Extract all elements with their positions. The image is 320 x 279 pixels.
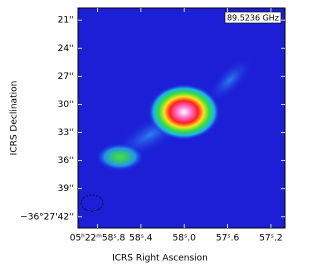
y-tick-label: 27''	[58, 72, 74, 82]
y-tick-label: 33''	[58, 128, 74, 138]
y-tick-label: 21''	[58, 16, 74, 26]
x-tick-label: 58ˢ.4	[129, 234, 153, 244]
x-tick-label: 57ˢ.2	[259, 234, 282, 244]
y-axis-title: ICRS Declination	[10, 81, 20, 156]
x-tick-label: 57ˢ.6	[216, 234, 240, 244]
plot-frame	[77, 7, 286, 229]
annotation-box	[224, 11, 282, 24]
y-tick-label: −36°27'42''	[20, 212, 74, 222]
x-axis-title: ICRS Right Ascension	[112, 254, 208, 264]
y-tick-label: 39''	[58, 184, 74, 194]
annotation: 89.5236 GHz	[227, 14, 279, 23]
sky-image	[78, 8, 285, 228]
y-tick-label: 36''	[58, 156, 74, 166]
x-tick-label: 05ʰ22ᵐ58ˢ.8	[70, 234, 126, 244]
x-tick-label: 58ˢ.0	[173, 234, 197, 244]
y-tick-label: 24''	[58, 44, 74, 54]
y-tick-label: 30''	[58, 100, 74, 110]
